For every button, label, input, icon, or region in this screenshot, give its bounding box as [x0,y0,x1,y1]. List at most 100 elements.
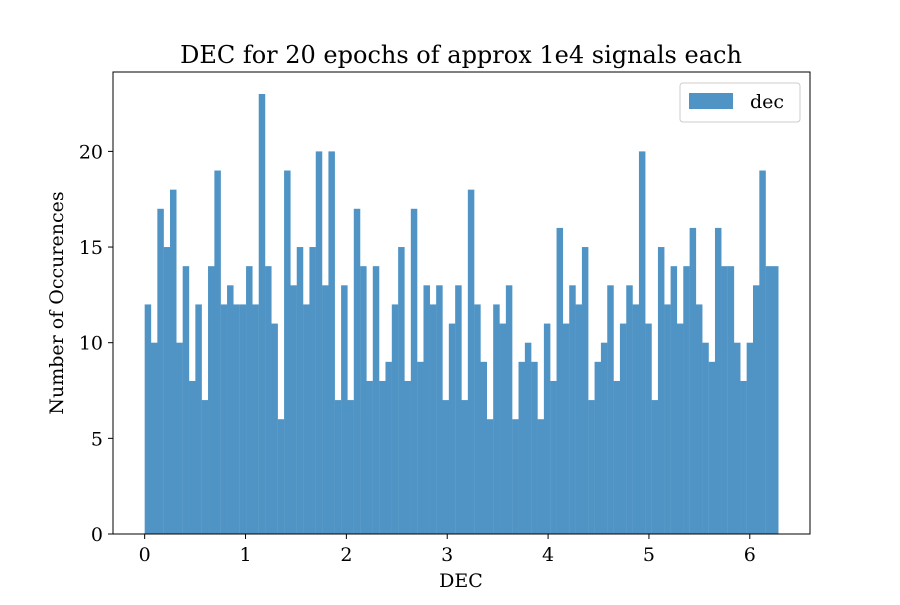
histogram-bar [151,342,158,534]
plot-frame [112,71,811,535]
legend: dec [679,82,801,123]
histogram-bar [569,285,576,534]
histogram-bar [556,227,564,534]
histogram-bar [746,342,754,534]
histogram-bar [189,380,196,534]
y-tick-label: 10 [79,333,103,355]
histogram-bar [201,400,209,534]
histogram-bar [170,189,177,534]
histogram-bar [581,247,589,535]
histogram-bar [670,266,678,534]
histogram-bar [657,247,665,535]
histogram-bar [772,266,779,534]
histogram-bar [404,380,411,534]
histogram-bar [765,266,773,534]
histogram-bar [284,170,291,534]
histogram-bar [600,342,608,534]
histogram-bar [429,304,437,534]
histogram-bar [391,304,399,534]
histogram-bar [733,342,741,534]
histogram-bar [689,227,697,534]
histogram-bar [379,380,386,534]
histogram-bar [651,400,659,534]
legend-label: dec [750,91,784,113]
histogram-bar [290,285,297,534]
histogram-bar [176,342,183,534]
histogram-bar [721,266,728,534]
histogram-bar [220,304,228,534]
histogram-bar [708,361,716,534]
histogram-bar [467,189,475,534]
histogram-bar [366,380,373,534]
histogram-bar [347,400,354,534]
histogram-bar [258,94,266,534]
x-tick-label: 4 [542,544,554,566]
histogram-bar [334,400,342,534]
histogram-bar [752,285,760,534]
bars-group [144,94,779,535]
histogram-bar [512,419,519,534]
histogram-bar [499,323,507,534]
histogram-bar [607,285,614,534]
histogram-bar [676,323,684,534]
histogram-bar [252,304,259,534]
histogram-bar [208,266,215,534]
histogram-bar [626,285,633,534]
histogram-bar [550,380,557,534]
legend-swatch [689,93,733,109]
histogram-bar [537,419,545,534]
histogram-bar [239,304,247,534]
histogram-bar [423,285,430,534]
x-tick-label: 3 [441,544,453,566]
histogram-bar [233,304,240,534]
y-tick-label: 20 [79,141,103,163]
chart-title: DEC for 20 epochs of approx 1e4 signals … [180,41,742,69]
histogram-bar [265,266,272,534]
histogram-bar [214,170,221,534]
histogram-bar [683,266,690,534]
histogram-bar [227,285,234,534]
x-tick-label: 1 [239,544,251,566]
histogram-bar [664,304,671,534]
histogram-bar [645,323,652,534]
histogram-bar [144,304,152,534]
y-tick-label: 0 [91,524,103,546]
histogram-bar [474,304,481,534]
histogram-bar [417,361,424,534]
histogram-bar [714,227,722,534]
histogram-bar [322,285,329,534]
histogram-bar [632,304,640,534]
histogram-bar [385,361,392,534]
histogram-bar [277,419,285,534]
histogram-bar [436,285,443,534]
histogram-bar [759,170,766,534]
x-tick-label: 5 [643,544,655,566]
histogram-bar [360,266,367,534]
histogram-bar [398,247,405,535]
histogram-bar [296,247,304,535]
histogram-bar [328,151,335,534]
y-axis-label: Number of Occurences [46,191,68,414]
histogram-bar [619,323,627,534]
histogram-bar [493,304,500,534]
histogram-bar [562,323,570,534]
histogram-bar [505,285,513,534]
histogram-bar [486,419,494,534]
histogram-bar [524,342,532,534]
histogram-bar [543,323,551,534]
x-axis-label: DEC [439,570,483,592]
x-tick-label: 6 [744,544,756,566]
legend-box [679,82,801,123]
histogram-bar [695,304,703,534]
histogram-bar [727,266,735,534]
y-axis-ticks: 0 5 10 15 20 [79,141,113,546]
histogram-bar [341,285,348,534]
histogram-bar [309,247,316,535]
histogram-bar [353,208,361,534]
histogram-bar [638,151,646,534]
histogram-bar [195,304,202,534]
histogram-bar [163,247,171,535]
histogram-bar [613,380,621,534]
histogram-bar [410,208,418,534]
